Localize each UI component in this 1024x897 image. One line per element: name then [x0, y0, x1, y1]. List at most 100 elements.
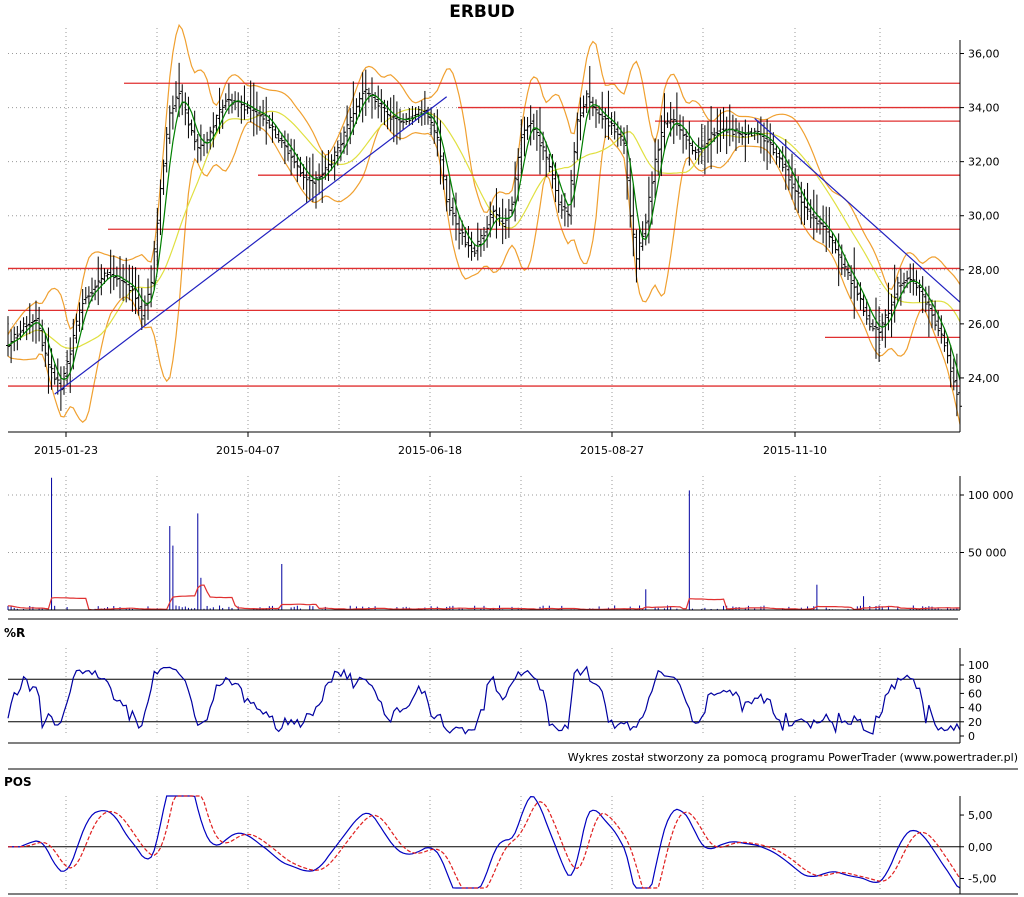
price-bar	[214, 114, 219, 132]
price-bar	[522, 116, 527, 157]
price-bar	[264, 96, 269, 145]
price-bar	[709, 106, 714, 169]
price-bar	[183, 92, 188, 126]
price-bar	[46, 327, 51, 394]
x-tick-label: 2015-04-07	[216, 444, 280, 457]
price-bar	[469, 231, 474, 261]
price-bar	[152, 240, 157, 290]
price-bar	[457, 215, 462, 250]
price-bar	[743, 119, 748, 162]
price-bar	[842, 254, 847, 277]
ma-long-line	[7, 108, 961, 349]
price-bar	[572, 142, 577, 208]
price-bar	[594, 99, 598, 128]
price-bar	[510, 196, 514, 216]
price-bar	[289, 138, 294, 176]
price-bar	[864, 299, 869, 325]
price-bar	[740, 126, 745, 145]
price-bar	[245, 101, 250, 115]
price-bar	[174, 81, 178, 113]
ma-short-line	[7, 94, 961, 381]
price-bar	[867, 307, 872, 331]
volume-panel: 50 000 100 000	[7, 476, 1014, 620]
price-bar	[892, 264, 897, 323]
price-bar	[715, 108, 720, 154]
price-bar	[625, 125, 630, 200]
price-bar	[444, 175, 449, 212]
price-bar	[475, 222, 480, 261]
price-bar	[920, 276, 925, 314]
price-bar	[102, 268, 107, 284]
price-bar	[332, 146, 337, 181]
price-bar	[631, 184, 636, 257]
price-bar	[485, 215, 490, 248]
wr-y-tick-label: 80	[968, 673, 982, 686]
wr-y-tick-label: 100	[968, 659, 989, 672]
price-bar	[525, 116, 530, 140]
price-bar	[662, 93, 667, 152]
price-bar	[391, 94, 396, 143]
price-bar	[248, 80, 253, 123]
price-bar	[581, 95, 586, 118]
price-bar	[27, 303, 32, 335]
wr-line	[7, 665, 961, 735]
price-bar	[360, 72, 365, 123]
price-bar	[684, 129, 689, 150]
price-bar	[202, 134, 206, 157]
price-y-tick-label: 36,00	[968, 48, 1000, 61]
price-bar	[158, 179, 163, 236]
price-bar	[198, 124, 203, 161]
price-bar	[836, 233, 841, 287]
x-tick-label: 2015-08-27	[580, 444, 644, 457]
price-bar	[768, 123, 773, 164]
price-bar	[251, 82, 256, 137]
price-bar	[528, 105, 533, 146]
price-bar	[441, 152, 446, 190]
price-bar	[640, 221, 645, 251]
price-bar	[706, 121, 710, 163]
price-bar	[889, 293, 894, 338]
price-bar	[699, 123, 704, 164]
price-bar	[192, 110, 197, 151]
wr-y-tick-label: 40	[968, 702, 982, 715]
price-bar	[491, 205, 496, 226]
price-bar	[6, 316, 10, 357]
price-bar	[926, 285, 931, 337]
price-bar	[12, 326, 17, 352]
price-y-tick-label: 32,00	[968, 156, 1000, 169]
pos-line	[8, 795, 961, 889]
price-bar	[111, 255, 116, 291]
price-bar	[15, 325, 20, 351]
price-bar	[366, 87, 371, 103]
price-bar	[276, 128, 281, 143]
price-bar	[814, 194, 819, 233]
price-bar	[802, 189, 807, 226]
price-bar	[398, 108, 402, 141]
price-bar	[96, 256, 101, 306]
price-bar	[68, 337, 73, 394]
price-bar	[830, 232, 835, 254]
price-bar	[30, 314, 35, 342]
price-bar	[326, 149, 331, 182]
price-bar	[821, 205, 826, 244]
price-bar	[223, 93, 228, 111]
price-bar	[494, 188, 499, 239]
price-y-tick-label: 34,00	[968, 102, 1000, 115]
price-bar	[329, 154, 334, 171]
credit-text: Wykres został stworzony za pomocą progra…	[567, 751, 1018, 764]
price-bar	[345, 105, 350, 156]
price-bar	[62, 366, 66, 395]
price-bar	[136, 274, 141, 316]
price-bar	[472, 243, 477, 257]
wr-y-tick-label: 0	[968, 730, 975, 743]
price-bar	[793, 168, 798, 210]
price-bar	[874, 297, 878, 359]
price-bar	[914, 270, 919, 296]
price-bar	[220, 99, 225, 129]
x-tick-label: 2015-01-23	[34, 444, 98, 457]
price-bar	[653, 138, 658, 199]
price-bar	[954, 353, 959, 417]
price-bar	[77, 302, 82, 332]
price-bar	[566, 203, 570, 228]
